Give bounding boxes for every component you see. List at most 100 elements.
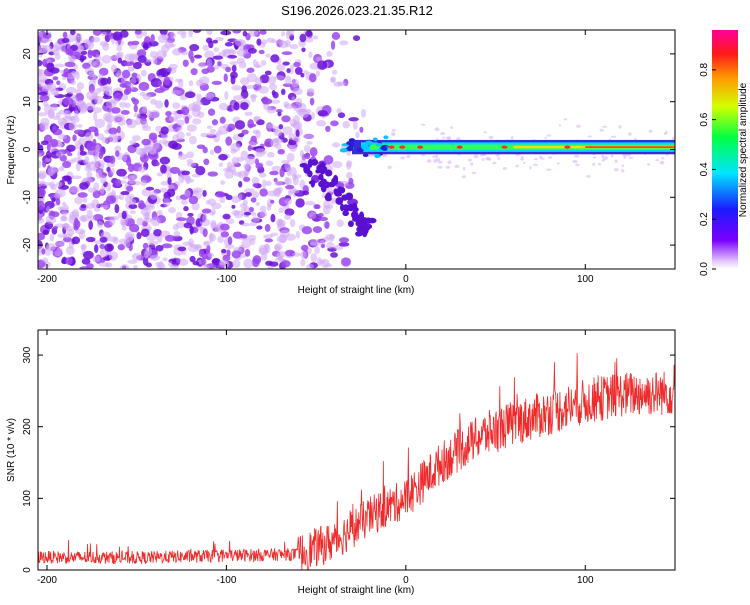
spectral-blob	[141, 138, 151, 146]
spectral-blob	[325, 196, 332, 202]
spectral-blob	[285, 75, 292, 85]
spectral-blob	[70, 175, 82, 180]
spectral-blob	[49, 233, 55, 242]
spectral-blob	[110, 64, 117, 73]
spectral-blob	[242, 199, 248, 206]
spectral-blob	[240, 207, 247, 213]
spectral-blob	[232, 30, 242, 34]
spectral-blob	[105, 195, 117, 204]
spectral-blob	[176, 258, 181, 264]
spectral-blob	[63, 233, 73, 239]
spectral-blob	[671, 137, 675, 140]
spectral-blob	[255, 201, 260, 207]
spectral-blob	[71, 236, 81, 245]
snr-ytick-label: 100	[22, 490, 33, 507]
spectral-blob	[400, 156, 406, 160]
spectral-blob	[255, 61, 260, 68]
spectral-blob	[184, 91, 196, 99]
spectral-blob	[234, 38, 246, 47]
spectral-blob	[341, 194, 349, 201]
spectral-blob	[352, 35, 361, 41]
spectral-blob	[198, 76, 210, 86]
spectral-blob	[270, 232, 279, 237]
spectral-blob	[440, 132, 446, 136]
spectral-band-peak	[585, 146, 675, 148]
spectral-blob	[332, 174, 339, 184]
spectral-blob	[246, 73, 258, 83]
spectral-blob	[249, 238, 256, 246]
spectral-blob	[198, 249, 205, 258]
spectral-blob	[269, 99, 281, 104]
spectral-blob	[599, 128, 604, 132]
spectral-blob	[152, 55, 158, 65]
spectral-blob	[300, 72, 305, 78]
spectral-blob	[445, 136, 451, 140]
spectral-blob	[437, 165, 443, 169]
spectral-blob	[266, 203, 272, 211]
spectral-blob	[50, 102, 58, 112]
spectral-blob	[155, 161, 160, 167]
spectral-blob	[120, 191, 130, 196]
spectral-blob	[276, 64, 286, 72]
spectral-blob	[99, 236, 108, 243]
spectral-blob	[62, 76, 67, 81]
spectral-blob	[192, 101, 203, 106]
spectral-blob	[184, 189, 191, 198]
spectral-blob	[327, 181, 336, 188]
spectral-blob	[245, 155, 256, 165]
spectral-blob	[172, 223, 179, 231]
spectral-blob	[310, 112, 316, 120]
spectral-blob	[93, 207, 101, 212]
spectral-blob	[188, 30, 193, 38]
spectral-blob	[266, 37, 275, 43]
spectral-blob	[38, 180, 43, 188]
spectral-blob	[129, 139, 137, 145]
spectral-blob	[61, 37, 70, 44]
colorbar-tick-label: 0.2	[699, 212, 710, 226]
spectral-peak-spot	[501, 145, 508, 149]
spectral-blob	[264, 70, 272, 76]
spectral-blob	[330, 40, 336, 50]
spectral-blob	[533, 158, 538, 161]
spectral-blob	[426, 159, 432, 163]
spectral-blob	[281, 260, 291, 268]
spectral-blob	[249, 222, 258, 227]
spectral-blob	[279, 167, 285, 178]
spectral-blob	[69, 55, 77, 63]
spectral-blob	[148, 152, 159, 161]
spectral-blob	[259, 74, 270, 84]
spectral-blob	[497, 157, 501, 160]
spectral-blob	[266, 105, 272, 111]
spectral-blob	[171, 89, 182, 95]
snr-frame	[37, 329, 676, 571]
spectral-blob	[120, 219, 126, 226]
spectral-blob	[186, 151, 195, 159]
spectral-blob	[131, 72, 138, 78]
spectral-blob	[324, 169, 333, 177]
spectral-blob	[243, 211, 252, 216]
spectral-blob	[262, 179, 267, 189]
spectral-blob	[563, 118, 568, 121]
spectral-blob	[220, 30, 232, 36]
spectral-blob	[130, 97, 137, 102]
spectral-blob	[159, 156, 171, 165]
spectral-blob	[156, 50, 166, 60]
spectral-blob	[115, 150, 120, 157]
spectral-blob	[108, 127, 118, 135]
spectral-blob	[178, 173, 185, 184]
spectral-blob	[160, 181, 169, 186]
spectral-blob	[355, 131, 360, 139]
spectral-blob	[114, 179, 122, 187]
spectral-blob	[281, 31, 286, 37]
spectral-blob	[243, 163, 250, 170]
spectral-blob	[348, 117, 359, 122]
spectral-blob	[62, 161, 72, 169]
spectral-blob	[68, 121, 77, 131]
spectral-blob	[84, 67, 95, 75]
spectral-blob	[610, 154, 614, 158]
spectral-blob	[346, 141, 354, 146]
spectral-blob	[65, 246, 75, 256]
spectral-blob	[78, 137, 87, 146]
spectral-blob	[223, 73, 228, 83]
spectral-blob	[520, 155, 524, 160]
